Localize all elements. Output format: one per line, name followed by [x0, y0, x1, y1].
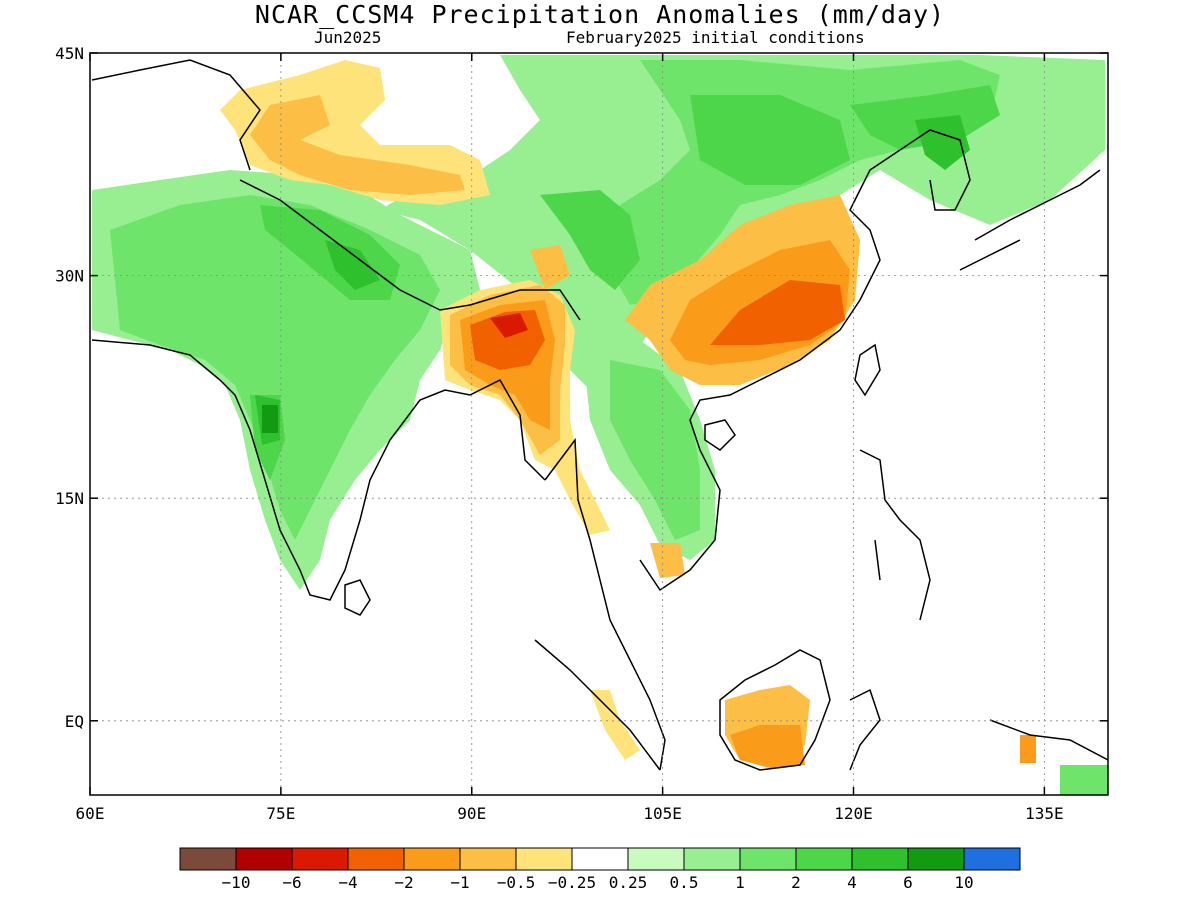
himalaya-border [239, 179, 581, 321]
map-axes: 45N 30N 15N EQ 60E 75E 90E 105E 120E 135E [55, 44, 1108, 823]
borneo [719, 649, 831, 771]
dry-bengal-core [470, 310, 545, 370]
chart-title: NCAR_CCSM4 Precipitation Anomalies (mm/d… [254, 0, 946, 29]
colorbar-label: −0.25 [548, 873, 596, 892]
lat-tick-label: 30N [55, 267, 84, 286]
sulawesi [849, 688, 881, 771]
lon-tick-label: 135E [1025, 804, 1064, 823]
colorbar-swatch [795, 847, 853, 871]
dry-vietnam-south [650, 543, 685, 578]
colorbar-label: 4 [847, 873, 857, 892]
lon-tick-label: 75E [266, 804, 295, 823]
colorbar: −10 −6 −4 −2 −1 −0.5 −0.25 0.25 0.5 1 2 4 6 10 [179, 847, 1021, 892]
colorbar-swatch [627, 847, 685, 871]
colorbar-swatch [571, 847, 629, 871]
colorbar-label: 0.25 [609, 873, 648, 892]
lat-tick-label: 15N [55, 489, 84, 508]
lat-tick-label: 45N [55, 44, 84, 63]
colorbar-label: −0.5 [497, 873, 536, 892]
japan [959, 169, 1101, 271]
coastlines [91, 59, 1108, 771]
colorbar-swatch [739, 847, 797, 871]
lat-tick-label: EQ [65, 712, 84, 731]
indochina-coast [639, 149, 901, 592]
myanmar-malay-coast [544, 437, 666, 771]
colorbar-swatch [459, 847, 517, 871]
lon-tick-label: 90E [457, 804, 486, 823]
lat-lon-grid [90, 53, 1108, 795]
colorbar-label: 10 [954, 873, 973, 892]
colorbar-label: 6 [903, 873, 913, 892]
colorbar-label: −2 [394, 873, 413, 892]
map-frame [89, 52, 1109, 796]
colorbar-swatch [907, 847, 965, 871]
forecast-month: Jun2025 [314, 28, 382, 47]
dry-new-guinea-cell [1020, 735, 1036, 763]
sri-lanka [344, 579, 371, 616]
green-darkest-cell [262, 405, 278, 433]
lon-tick-label: 60E [76, 804, 105, 823]
dry-core-central-asia [250, 95, 465, 195]
colorbar-label: −10 [222, 873, 251, 892]
india-coast [91, 339, 546, 601]
colorbar-swatch [403, 847, 461, 871]
colorbar-label: −1 [450, 873, 469, 892]
new-guinea [989, 719, 1108, 761]
colorbar-swatch [515, 847, 573, 871]
colorbar-label: 1 [735, 873, 745, 892]
dry-bengal-max [490, 313, 528, 338]
colorbar-label: 2 [791, 873, 801, 892]
dry-south-china-core [710, 280, 845, 345]
hainan [704, 419, 736, 451]
lon-tick-label: 105E [643, 804, 682, 823]
initial-conditions: February2025 initial conditions [566, 28, 865, 47]
colorbar-swatch [179, 847, 237, 871]
green-korea [915, 115, 970, 170]
philippines [859, 449, 931, 621]
green-new-guinea-cell [1060, 765, 1108, 795]
colorbar-label: −4 [338, 873, 357, 892]
colorbar-swatch [347, 847, 405, 871]
colorbar-label: 0.5 [670, 873, 699, 892]
taiwan [854, 343, 881, 397]
dry-sumatra [590, 690, 640, 760]
colorbar-swatch [683, 847, 741, 871]
dry-borneo-deep [730, 725, 805, 768]
green-strong-indochina [610, 360, 700, 540]
sumatra [534, 639, 661, 771]
central-asia-border [91, 59, 261, 171]
colorbar-swatch [291, 847, 349, 871]
green-core-china [540, 85, 1000, 290]
lon-tick-label: 120E [834, 804, 873, 823]
colorbar-label: −6 [282, 873, 301, 892]
colorbar-swatch [235, 847, 293, 871]
colorbar-swatch [963, 847, 1021, 871]
korea-coast [899, 129, 971, 211]
anomaly-shading [92, 55, 1108, 795]
colorbar-swatch [851, 847, 909, 871]
